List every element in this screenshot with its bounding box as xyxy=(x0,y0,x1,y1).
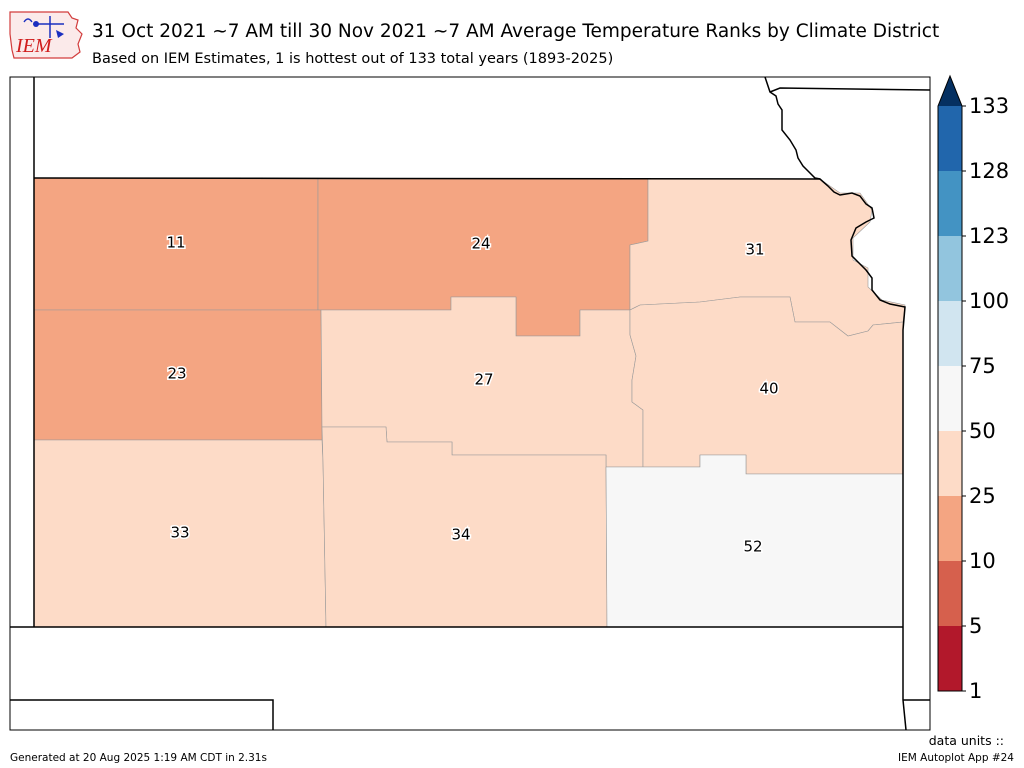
rank-label-northwest: 11 xyxy=(166,234,185,252)
colorbar: 133 128 123 100 75 50 25 10 5 1 xyxy=(937,74,1009,703)
colorbar-bin-100-123 xyxy=(938,236,962,301)
colorbar-tick-label: 50 xyxy=(969,419,996,443)
iem-logo: IEM xyxy=(9,11,83,59)
app-credit: IEM Autoplot App #24 xyxy=(898,752,1014,764)
rank-label-south-central: 34 xyxy=(451,526,470,544)
colorbar-tick-label: 133 xyxy=(969,94,1009,118)
colorbar-tick-label: 123 xyxy=(969,224,1009,248)
colorbar-tick-label: 1 xyxy=(969,679,982,703)
district-labels: 11 24 31 23 27 40 33 34 52 xyxy=(165,232,780,557)
state-border-river xyxy=(764,76,907,731)
state-boundaries xyxy=(10,76,931,731)
state-border-southwest xyxy=(10,699,274,730)
district-south-central xyxy=(321,426,608,628)
rank-label-southwest: 33 xyxy=(170,524,189,542)
colorbar-tick-label: 5 xyxy=(969,614,982,638)
colorbar-bin-50-75 xyxy=(938,366,962,431)
colorbar-tick-label: 10 xyxy=(969,549,996,573)
rank-label-southeast: 52 xyxy=(743,538,762,556)
rank-label-northeast: 31 xyxy=(745,241,764,259)
colorbar-tick-labels: 133 128 123 100 75 50 25 10 5 1 xyxy=(969,94,1009,703)
colorbar-bin-123-128 xyxy=(938,171,962,236)
colorbar-bin-75-100 xyxy=(938,301,962,366)
rank-label-north-central: 24 xyxy=(471,235,490,253)
colorbar-bin-25-50 xyxy=(938,431,962,496)
map-title: 31 Oct 2021 ~7 AM till 30 Nov 2021 ~7 AM… xyxy=(92,21,940,42)
colorbar-outline xyxy=(937,74,963,692)
colorbar-tick-label: 100 xyxy=(969,289,1009,313)
rank-label-east-central: 40 xyxy=(759,380,778,398)
colorbar-extend-arrow xyxy=(938,76,962,106)
generated-timestamp: Generated at 20 Aug 2025 1:19 AM CDT in … xyxy=(10,752,267,764)
climate-districts xyxy=(33,177,906,628)
state-border-northeast xyxy=(769,87,931,93)
colorbar-bin-128-133 xyxy=(938,106,962,171)
data-units-label: data units :: xyxy=(928,733,1004,748)
state-border-north xyxy=(33,177,821,180)
colorbar-bin-10-25 xyxy=(938,496,962,561)
colorbar-bin-1-5 xyxy=(938,626,962,691)
map-subtitle: Based on IEM Estimates, 1 is hottest out… xyxy=(92,51,614,67)
colorbar-tick-label: 75 xyxy=(969,354,996,378)
rank-label-central: 27 xyxy=(474,371,493,389)
colorbar-ticks xyxy=(962,105,966,692)
colorbar-bin-5-10 xyxy=(938,561,962,626)
rank-label-west-central: 23 xyxy=(167,365,186,383)
colorbar-tick-label: 128 xyxy=(969,159,1009,183)
colorbar-tick-label: 25 xyxy=(969,484,996,508)
logo-text: IEM xyxy=(15,35,53,57)
